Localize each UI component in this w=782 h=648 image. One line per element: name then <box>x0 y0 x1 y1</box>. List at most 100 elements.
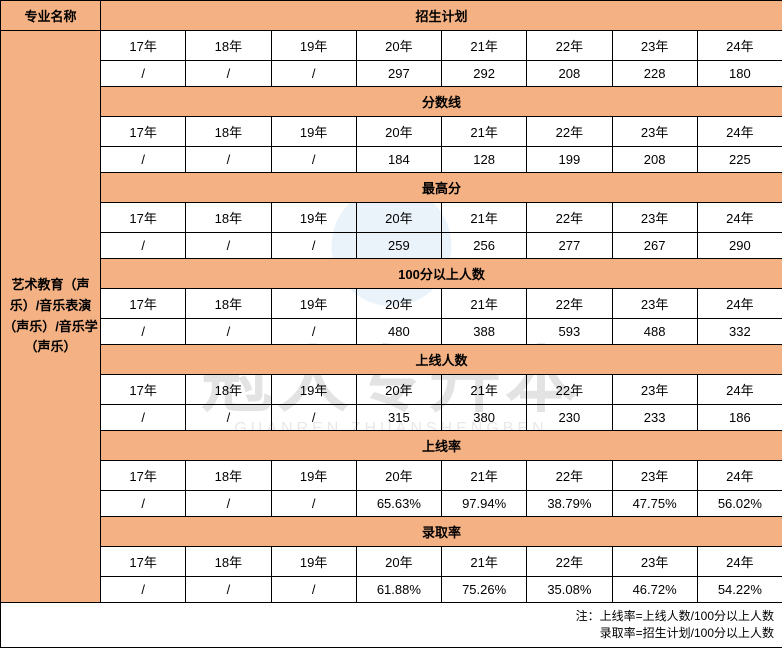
value-cell: 488 <box>612 319 697 345</box>
year-cell: 21年 <box>442 375 527 405</box>
value-cell: 184 <box>356 147 441 173</box>
year-cell: 23年 <box>612 117 697 147</box>
year-cell: 17年 <box>101 117 186 147</box>
value-cell: 230 <box>527 405 612 431</box>
value-cell: / <box>186 233 271 259</box>
value-cell: 180 <box>697 61 782 87</box>
year-cell: 21年 <box>442 203 527 233</box>
value-cell: 332 <box>697 319 782 345</box>
value-cell: 128 <box>442 147 527 173</box>
value-cell: 56.02% <box>697 491 782 517</box>
section-header-0: 招生计划 <box>101 1 782 31</box>
year-cell: 20年 <box>356 289 441 319</box>
year-cell: 19年 <box>271 375 356 405</box>
year-cell: 20年 <box>356 203 441 233</box>
value-cell: / <box>271 577 356 603</box>
year-cell: 18年 <box>186 461 271 491</box>
year-cell: 24年 <box>697 203 782 233</box>
value-cell: / <box>271 405 356 431</box>
footnote-cell: 注：上线率=上线人数/100分以上人数录取率=招生计划/100分以上人数 <box>1 603 782 648</box>
value-cell: 593 <box>527 319 612 345</box>
year-cell: 23年 <box>612 203 697 233</box>
year-cell: 20年 <box>356 375 441 405</box>
section-header-3: 100分以上人数 <box>101 259 782 289</box>
section-header-6: 录取率 <box>101 517 782 547</box>
year-cell: 23年 <box>612 375 697 405</box>
year-cell: 18年 <box>186 375 271 405</box>
value-cell: 259 <box>356 233 441 259</box>
year-cell: 21年 <box>442 547 527 577</box>
value-cell: / <box>186 577 271 603</box>
year-cell: 17年 <box>101 547 186 577</box>
value-cell: 256 <box>442 233 527 259</box>
year-cell: 22年 <box>527 31 612 61</box>
year-cell: 24年 <box>697 117 782 147</box>
footnote-line-1: 注：上线率=上线人数/100分以上人数 <box>3 608 774 625</box>
year-cell: 22年 <box>527 289 612 319</box>
section-header-2: 最高分 <box>101 173 782 203</box>
year-cell: 23年 <box>612 31 697 61</box>
year-cell: 19年 <box>271 289 356 319</box>
value-cell: 315 <box>356 405 441 431</box>
value-cell: 228 <box>612 61 697 87</box>
value-cell: 233 <box>612 405 697 431</box>
value-cell: 208 <box>527 61 612 87</box>
value-cell: 65.63% <box>356 491 441 517</box>
year-cell: 22年 <box>527 461 612 491</box>
year-cell: 18年 <box>186 289 271 319</box>
value-cell: 297 <box>356 61 441 87</box>
year-cell: 19年 <box>271 31 356 61</box>
year-cell: 19年 <box>271 547 356 577</box>
year-cell: 19年 <box>271 461 356 491</box>
value-cell: 199 <box>527 147 612 173</box>
value-cell: / <box>186 147 271 173</box>
major-column-header: 专业名称 <box>1 1 101 31</box>
value-cell: 35.08% <box>527 577 612 603</box>
year-cell: 22年 <box>527 547 612 577</box>
year-cell: 21年 <box>442 31 527 61</box>
year-cell: 17年 <box>101 289 186 319</box>
value-cell: 277 <box>527 233 612 259</box>
year-cell: 19年 <box>271 203 356 233</box>
year-cell: 23年 <box>612 461 697 491</box>
year-cell: 20年 <box>356 461 441 491</box>
year-cell: 17年 <box>101 461 186 491</box>
value-cell: / <box>186 491 271 517</box>
year-cell: 24年 <box>697 31 782 61</box>
value-cell: 388 <box>442 319 527 345</box>
year-cell: 21年 <box>442 461 527 491</box>
value-cell: 54.22% <box>697 577 782 603</box>
value-cell: / <box>101 319 186 345</box>
year-cell: 22年 <box>527 117 612 147</box>
year-cell: 24年 <box>697 289 782 319</box>
section-header-1: 分数线 <box>101 87 782 117</box>
year-cell: 17年 <box>101 31 186 61</box>
year-cell: 22年 <box>527 203 612 233</box>
year-cell: 24年 <box>697 547 782 577</box>
year-cell: 17年 <box>101 203 186 233</box>
year-cell: 18年 <box>186 117 271 147</box>
year-cell: 22年 <box>527 375 612 405</box>
value-cell: / <box>186 61 271 87</box>
year-cell: 21年 <box>442 117 527 147</box>
section-header-4: 上线人数 <box>101 345 782 375</box>
value-cell: 480 <box>356 319 441 345</box>
value-cell: / <box>101 577 186 603</box>
value-cell: 61.88% <box>356 577 441 603</box>
year-cell: 24年 <box>697 461 782 491</box>
year-cell: 20年 <box>356 547 441 577</box>
value-cell: / <box>271 491 356 517</box>
value-cell: 290 <box>697 233 782 259</box>
year-cell: 20年 <box>356 31 441 61</box>
value-cell: / <box>101 61 186 87</box>
footnote-line-2: 录取率=招生计划/100分以上人数 <box>3 625 774 642</box>
year-cell: 17年 <box>101 375 186 405</box>
year-cell: 19年 <box>271 117 356 147</box>
value-cell: 225 <box>697 147 782 173</box>
year-cell: 21年 <box>442 289 527 319</box>
year-cell: 18年 <box>186 203 271 233</box>
year-cell: 20年 <box>356 117 441 147</box>
value-cell: 380 <box>442 405 527 431</box>
value-cell: 208 <box>612 147 697 173</box>
value-cell: 267 <box>612 233 697 259</box>
